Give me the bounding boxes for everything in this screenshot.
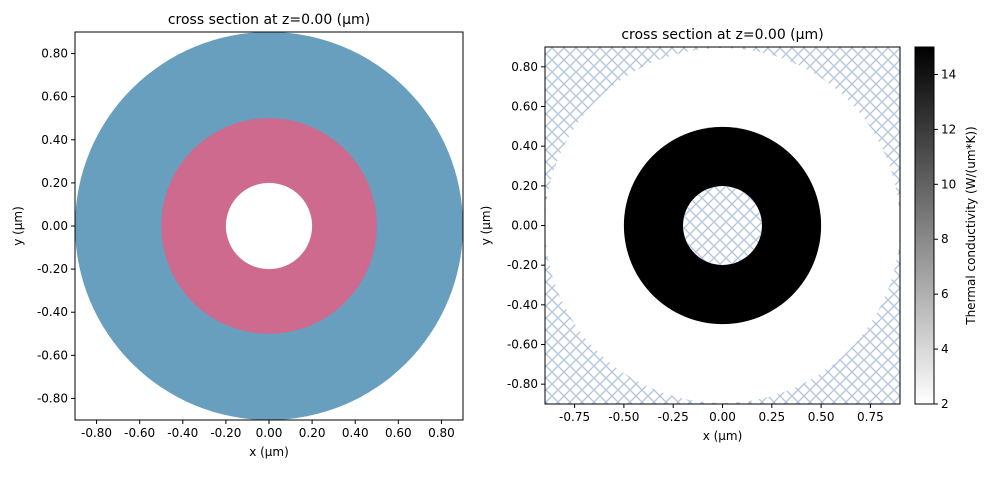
x-tick-label: 0.00 xyxy=(709,410,736,424)
right-axes: -0.75 -0.50 -0.25 0.00 0.25 0.50 0.75 -0.80 -0.6… xyxy=(479,27,901,443)
x-tick-label: 0.40 xyxy=(342,426,369,440)
plot-area xyxy=(75,32,463,420)
y-tick-label: -0.20 xyxy=(507,258,538,272)
colorbar-tick-label: 14 xyxy=(941,67,956,81)
x-tick-label: 0.20 xyxy=(299,426,326,440)
plot-area xyxy=(545,47,900,404)
x-tick-label: 0.80 xyxy=(428,426,455,440)
hole xyxy=(225,182,313,270)
y-tick-label: 0.80 xyxy=(511,60,538,74)
x-tick-label: -0.40 xyxy=(167,426,198,440)
y-axis-label: y (μm) xyxy=(479,206,493,246)
x-tick-label: 0.00 xyxy=(256,426,283,440)
x-tick-label: -0.75 xyxy=(559,410,590,424)
colorbar-label: Thermal conductivity (W/(um*K)) xyxy=(964,126,978,326)
y-tick-label: 0.00 xyxy=(41,219,68,233)
y-tick-label: 0.00 xyxy=(511,219,538,233)
colorbar-tick-label: 10 xyxy=(941,177,956,191)
colorbar-tick-label: 2 xyxy=(941,397,949,411)
chart-title: cross section at z=0.00 (μm) xyxy=(168,12,370,28)
x-tick-label: 0.60 xyxy=(385,426,412,440)
x-tick-label: -0.60 xyxy=(124,426,155,440)
y-tick-label: 0.60 xyxy=(41,90,68,104)
colorbar-tick-label: 12 xyxy=(941,122,956,136)
y-axis-label: y (μm) xyxy=(11,206,25,246)
x-tick-label: 0.50 xyxy=(808,410,835,424)
y-tick-label: 0.40 xyxy=(511,139,538,153)
y-tick-label: 0.60 xyxy=(511,100,538,114)
colorbar-gradient xyxy=(914,46,935,405)
y-tick-label: 0.80 xyxy=(41,47,68,61)
y-tick-label: -0.80 xyxy=(507,377,538,391)
hole xyxy=(683,186,762,265)
x-tick-label: -0.80 xyxy=(81,426,112,440)
y-tick-label: -0.20 xyxy=(37,262,68,276)
y-tick-label: 0.20 xyxy=(511,179,538,193)
y-tick-label: 0.20 xyxy=(41,176,68,190)
y-tick-label: 0.40 xyxy=(41,133,68,147)
left-axes: -0.80 -0.60 -0.40 -0.20 0.00 0.20 0.40 0.60 0.80… xyxy=(11,12,464,459)
colorbar: 2 4 6 8 10 12 14 Thermal conductivity (W/(um*K)… xyxy=(914,46,978,411)
x-tick-label: -0.25 xyxy=(658,410,689,424)
y-tick-label: -0.40 xyxy=(507,298,538,312)
colorbar-tick-label: 6 xyxy=(941,287,949,301)
y-tick-label: -0.60 xyxy=(37,348,68,362)
x-tick-label: -0.50 xyxy=(608,410,639,424)
colorbar-tick-label: 8 xyxy=(941,232,949,246)
x-tick-label: 0.25 xyxy=(758,410,785,424)
x-axis-label: x (μm) xyxy=(703,429,743,443)
x-tick-label: 0.75 xyxy=(857,410,884,424)
y-tick-label: -0.40 xyxy=(37,305,68,319)
colorbar-tick-label: 4 xyxy=(941,342,949,356)
x-tick-label: -0.20 xyxy=(210,426,241,440)
y-tick-label: -0.60 xyxy=(507,338,538,352)
chart-title: cross section at z=0.00 (μm) xyxy=(621,27,823,43)
y-tick-label: -0.80 xyxy=(37,391,68,405)
x-axis-label: x (μm) xyxy=(249,445,289,459)
